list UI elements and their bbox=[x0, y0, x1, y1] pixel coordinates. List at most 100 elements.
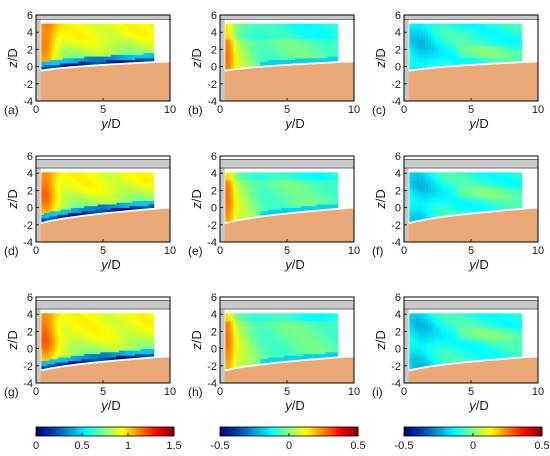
x-tick-label: 5 bbox=[468, 104, 474, 116]
y-tick-label: -2 bbox=[23, 220, 33, 232]
y-tick-label: 6 bbox=[27, 10, 33, 22]
y-axis-label: z/D bbox=[189, 330, 204, 351]
colorbar-swatch bbox=[539, 427, 543, 436]
colorbar-swatch bbox=[470, 427, 474, 436]
colorbar-swatch bbox=[258, 427, 262, 436]
y-axis-label: z/D bbox=[5, 189, 20, 210]
colorbar-swatch bbox=[342, 427, 346, 436]
panel-h: 0 5 10 6 4 2 0 -2 -4 y/D z/D (h) bbox=[188, 292, 360, 413]
colorbar-swatch bbox=[314, 427, 318, 436]
x-tick-label: 0 bbox=[217, 104, 223, 116]
top-shelf bbox=[36, 15, 170, 20]
colorbar-tick-label: 1.5 bbox=[166, 440, 181, 452]
colorbar-swatch bbox=[425, 427, 429, 436]
colorbar-swatch bbox=[496, 427, 500, 436]
colorbar-swatch bbox=[522, 427, 526, 436]
y-axis-label: z/D bbox=[5, 48, 20, 69]
colorbar-swatch bbox=[332, 427, 335, 436]
colorbar-swatch bbox=[64, 427, 67, 436]
y-tick-label: -2 bbox=[207, 220, 217, 232]
contour-field bbox=[41, 172, 155, 222]
colorbar-swatch bbox=[494, 427, 498, 436]
panel-plot-area bbox=[404, 159, 538, 242]
colorbar-swatch bbox=[145, 427, 149, 436]
y-tick-label: 6 bbox=[211, 292, 217, 304]
y-tick-label: 0 bbox=[395, 203, 401, 215]
colorbar-swatch bbox=[492, 427, 495, 436]
y-tick-label: 6 bbox=[211, 10, 217, 22]
colorbar-swatch bbox=[55, 427, 58, 436]
colorbar-swatch bbox=[42, 427, 46, 436]
y-axis-label: z/D bbox=[189, 189, 204, 210]
colorbar-swatch bbox=[481, 427, 485, 436]
y-tick-label: -2 bbox=[207, 361, 217, 373]
top-shelf bbox=[404, 159, 538, 169]
colorbar-swatch bbox=[325, 427, 329, 436]
colorbar-swatch bbox=[477, 427, 480, 436]
side-wall bbox=[36, 159, 41, 242]
colorbar-swatch bbox=[248, 427, 251, 436]
y-tick-label: 4 bbox=[395, 168, 401, 180]
colorbar-swatch bbox=[271, 427, 275, 436]
colorbar-swatch bbox=[447, 427, 450, 436]
colorbar-swatch bbox=[107, 427, 110, 436]
top-shelf bbox=[36, 300, 170, 310]
y-tick-label: -4 bbox=[391, 96, 401, 108]
y-tick-label: -4 bbox=[23, 96, 33, 108]
colorbar-swatch bbox=[133, 427, 136, 436]
colorbar-swatch bbox=[347, 427, 350, 436]
colorbar-swatch bbox=[158, 427, 162, 436]
colorbar-swatch bbox=[245, 427, 249, 436]
colorbar-swatch bbox=[345, 427, 348, 436]
bed-surface bbox=[36, 62, 170, 101]
x-tick-label: 5 bbox=[284, 245, 290, 257]
colorbar-swatch bbox=[485, 427, 489, 436]
panel-b: 0 5 10 6 4 2 0 -2 -4 y/D z/D (b) bbox=[188, 10, 360, 131]
colorbar-swatch bbox=[466, 427, 470, 436]
y-tick-label: 2 bbox=[27, 326, 33, 338]
x-axis-label: y/D bbox=[284, 398, 305, 413]
x-tick-label: 0 bbox=[217, 386, 223, 398]
colorbar-swatch bbox=[483, 427, 487, 436]
colorbar-tick-label: 0.5 bbox=[350, 440, 365, 452]
colorbar-swatch bbox=[338, 427, 342, 436]
x-axis-label: y/D bbox=[100, 116, 121, 131]
colorbar-swatch bbox=[276, 427, 279, 436]
x-tick-label: 0 bbox=[401, 104, 407, 116]
colorbar-swatch bbox=[46, 427, 50, 436]
colorbar-swatch bbox=[148, 427, 151, 436]
colorbar-swatch bbox=[165, 427, 168, 436]
colorbar-swatch bbox=[273, 427, 277, 436]
y-tick-label: -4 bbox=[207, 378, 217, 390]
y-tick-label: 0 bbox=[211, 344, 217, 356]
x-axis-label: y/D bbox=[468, 116, 489, 131]
colorbar-swatch bbox=[263, 427, 266, 436]
colorbar-swatch bbox=[327, 427, 331, 436]
y-axis-label: z/D bbox=[373, 189, 388, 210]
colorbar-swatch bbox=[317, 427, 320, 436]
x-tick-label: 10 bbox=[348, 245, 360, 257]
colorbar-swatch bbox=[473, 427, 476, 436]
colorbar-swatch bbox=[451, 427, 454, 436]
colorbar-swatch bbox=[57, 427, 61, 436]
side-wall bbox=[404, 159, 409, 242]
x-tick-label: 10 bbox=[164, 386, 176, 398]
y-tick-label: -4 bbox=[23, 378, 33, 390]
colorbar-swatch bbox=[319, 427, 322, 436]
colorbar-swatch bbox=[267, 427, 270, 436]
side-wall bbox=[404, 300, 409, 383]
colorbar-swatch bbox=[135, 427, 138, 436]
x-tick-label: 0 bbox=[401, 245, 407, 257]
panel-plot-area bbox=[220, 15, 354, 101]
colorbar-swatch bbox=[312, 427, 316, 436]
colorbar-swatch bbox=[79, 427, 82, 436]
x-axis-label: y/D bbox=[284, 116, 305, 131]
panel-label: (b) bbox=[188, 103, 203, 117]
y-tick-label: 0 bbox=[27, 62, 33, 74]
panel-e: 0 5 10 6 4 2 0 -2 -4 y/D z/D (e) bbox=[188, 151, 360, 272]
colorbar-swatch bbox=[265, 427, 268, 436]
colorbar-swatch bbox=[460, 427, 463, 436]
colorbar-swatch bbox=[48, 427, 52, 436]
y-tick-label: 6 bbox=[395, 151, 401, 163]
